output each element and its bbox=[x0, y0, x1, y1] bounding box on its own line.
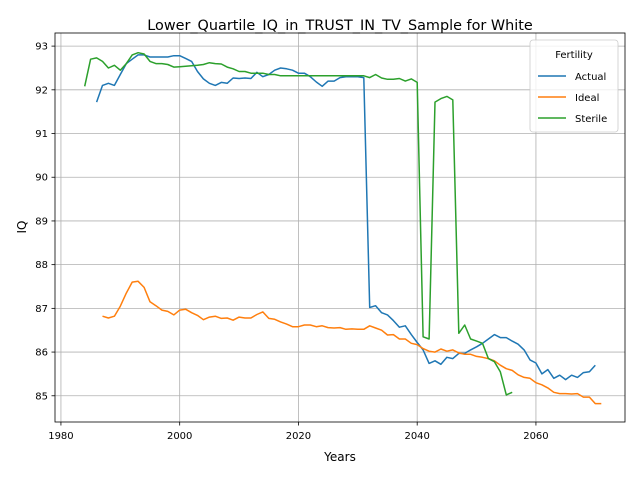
x-tick-label: 2000 bbox=[167, 431, 192, 442]
y-axis-label: IQ bbox=[15, 221, 29, 234]
y-tick-label: 86 bbox=[35, 348, 48, 359]
x-tick-label: 2020 bbox=[286, 431, 311, 442]
y-tick-label: 93 bbox=[35, 42, 48, 53]
axis-ticks: 1980 2000 2020 2040 2060 85 86 87 88 89 90 91 92 93 bbox=[35, 42, 548, 442]
series-line-sterile bbox=[83, 51, 513, 396]
legend-label-sterile: Sterile bbox=[575, 114, 607, 125]
chart-title: Lower_Quartile_IQ_in_TRUST_IN_TV_Sample … bbox=[147, 18, 533, 34]
grid bbox=[55, 33, 625, 422]
y-tick-label: 85 bbox=[35, 391, 48, 402]
plot-frame bbox=[54, 32, 626, 423]
x-tick-label: 2040 bbox=[404, 431, 429, 442]
legend: Fertility Actual Ideal Sterile bbox=[529, 39, 619, 133]
legend-label-ideal: Ideal bbox=[575, 93, 599, 104]
series-lines bbox=[83, 51, 602, 405]
x-axis-label: Years bbox=[323, 450, 356, 464]
legend-title: Fertility bbox=[555, 50, 593, 61]
y-tick-label: 89 bbox=[35, 216, 48, 227]
legend-label-actual: Actual bbox=[575, 72, 606, 83]
series-line-actual bbox=[95, 54, 596, 381]
y-tick-label: 90 bbox=[35, 173, 48, 184]
y-tick-label: 88 bbox=[35, 260, 48, 271]
y-tick-label: 87 bbox=[35, 304, 48, 315]
y-tick-label: 91 bbox=[35, 129, 48, 140]
y-tick-label: 92 bbox=[35, 85, 48, 96]
legend-box bbox=[529, 39, 619, 133]
x-tick-label: 2060 bbox=[523, 431, 548, 442]
x-tick-label: 1980 bbox=[48, 431, 73, 442]
series-line-ideal bbox=[102, 280, 602, 405]
